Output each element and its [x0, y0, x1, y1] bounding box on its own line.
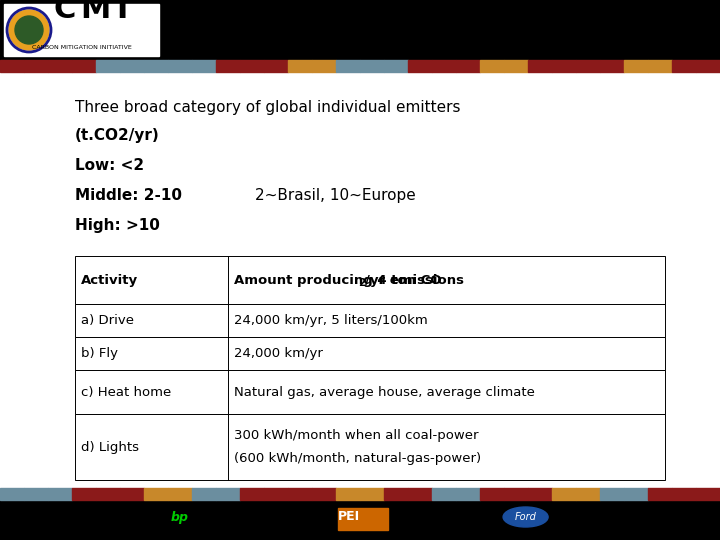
Bar: [504, 60, 528, 72]
Bar: [672, 488, 696, 500]
Bar: [120, 60, 144, 72]
Bar: [552, 488, 576, 500]
Bar: [75, 305, 665, 338]
Bar: [648, 60, 672, 72]
Bar: [338, 508, 388, 530]
Bar: [48, 60, 72, 72]
Text: d) Lights: d) Lights: [81, 441, 139, 454]
Bar: [72, 488, 96, 500]
Bar: [456, 488, 480, 500]
Bar: [96, 60, 120, 72]
Bar: [672, 60, 696, 72]
Bar: [168, 488, 192, 500]
Text: PEI: PEI: [338, 510, 360, 523]
Text: c) Heat home: c) Heat home: [81, 386, 171, 399]
Bar: [384, 60, 408, 72]
Bar: [552, 60, 576, 72]
Text: C: C: [54, 0, 76, 24]
Bar: [216, 488, 240, 500]
Bar: [624, 488, 648, 500]
Bar: [360, 488, 384, 500]
Bar: [528, 60, 552, 72]
Bar: [480, 60, 504, 72]
Bar: [0, 488, 24, 500]
Bar: [432, 488, 456, 500]
Text: a) Drive: a) Drive: [81, 314, 134, 327]
Bar: [384, 488, 408, 500]
Text: 2~Brasil, 10~Europe: 2~Brasil, 10~Europe: [255, 188, 415, 203]
Bar: [75, 414, 665, 480]
Bar: [696, 488, 720, 500]
Text: 300 kWh/month when all coal-power: 300 kWh/month when all coal-power: [235, 429, 479, 442]
Text: Middle: 2-10: Middle: 2-10: [75, 188, 182, 203]
Bar: [528, 488, 552, 500]
Bar: [432, 60, 456, 72]
Circle shape: [9, 10, 49, 50]
Bar: [144, 60, 168, 72]
Bar: [312, 60, 336, 72]
Bar: [0, 500, 720, 540]
Bar: [288, 60, 312, 72]
Bar: [75, 370, 665, 414]
Bar: [24, 488, 48, 500]
Bar: [408, 60, 432, 72]
Bar: [192, 488, 216, 500]
Text: 24,000 km/yr: 24,000 km/yr: [235, 347, 323, 360]
Text: Three broad category of global individual emitters: Three broad category of global individua…: [75, 100, 461, 115]
Text: I: I: [117, 0, 127, 24]
Text: (600 kWh/month, natural-gas-power): (600 kWh/month, natural-gas-power): [235, 452, 482, 465]
Text: CARBON MITIGATION INITIATIVE: CARBON MITIGATION INITIATIVE: [32, 45, 131, 50]
Bar: [24, 60, 48, 72]
Bar: [120, 488, 144, 500]
Text: Ford: Ford: [515, 512, 536, 522]
Bar: [48, 488, 72, 500]
Bar: [456, 60, 480, 72]
Bar: [192, 60, 216, 72]
Bar: [576, 60, 600, 72]
Bar: [336, 488, 360, 500]
Text: M: M: [80, 0, 110, 24]
Bar: [312, 488, 336, 500]
Bar: [600, 488, 624, 500]
Text: Activity: Activity: [81, 274, 138, 287]
Bar: [75, 256, 665, 305]
Bar: [696, 60, 720, 72]
Bar: [504, 488, 528, 500]
Bar: [96, 488, 120, 500]
Bar: [600, 60, 624, 72]
Bar: [264, 60, 288, 72]
Bar: [240, 60, 264, 72]
Bar: [0, 60, 24, 72]
Text: (t.CO2/yr): (t.CO2/yr): [75, 128, 160, 143]
Text: 24,000 km/yr, 5 liters/100km: 24,000 km/yr, 5 liters/100km: [235, 314, 428, 327]
Bar: [360, 60, 384, 72]
Bar: [624, 60, 648, 72]
Text: High: >10: High: >10: [75, 218, 160, 233]
Text: Natural gas, average house, average climate: Natural gas, average house, average clim…: [235, 386, 535, 399]
Ellipse shape: [503, 507, 548, 527]
Circle shape: [15, 16, 43, 44]
Text: /yr emissions: /yr emissions: [365, 274, 464, 287]
Bar: [336, 60, 360, 72]
Text: bp: bp: [171, 510, 189, 523]
Bar: [72, 60, 96, 72]
Text: Low: <2: Low: <2: [75, 158, 144, 173]
Bar: [240, 488, 264, 500]
Bar: [648, 488, 672, 500]
Bar: [75, 338, 665, 370]
Bar: [576, 488, 600, 500]
Bar: [264, 488, 288, 500]
Text: 2: 2: [358, 278, 365, 288]
Bar: [480, 488, 504, 500]
Bar: [168, 60, 192, 72]
Bar: [408, 488, 432, 500]
Bar: [4, 4, 159, 56]
Bar: [0, 0, 720, 60]
Bar: [288, 488, 312, 500]
Bar: [144, 488, 168, 500]
Bar: [216, 60, 240, 72]
Text: Amount producing 4 ton CO: Amount producing 4 ton CO: [235, 274, 442, 287]
Text: b) Fly: b) Fly: [81, 347, 118, 360]
